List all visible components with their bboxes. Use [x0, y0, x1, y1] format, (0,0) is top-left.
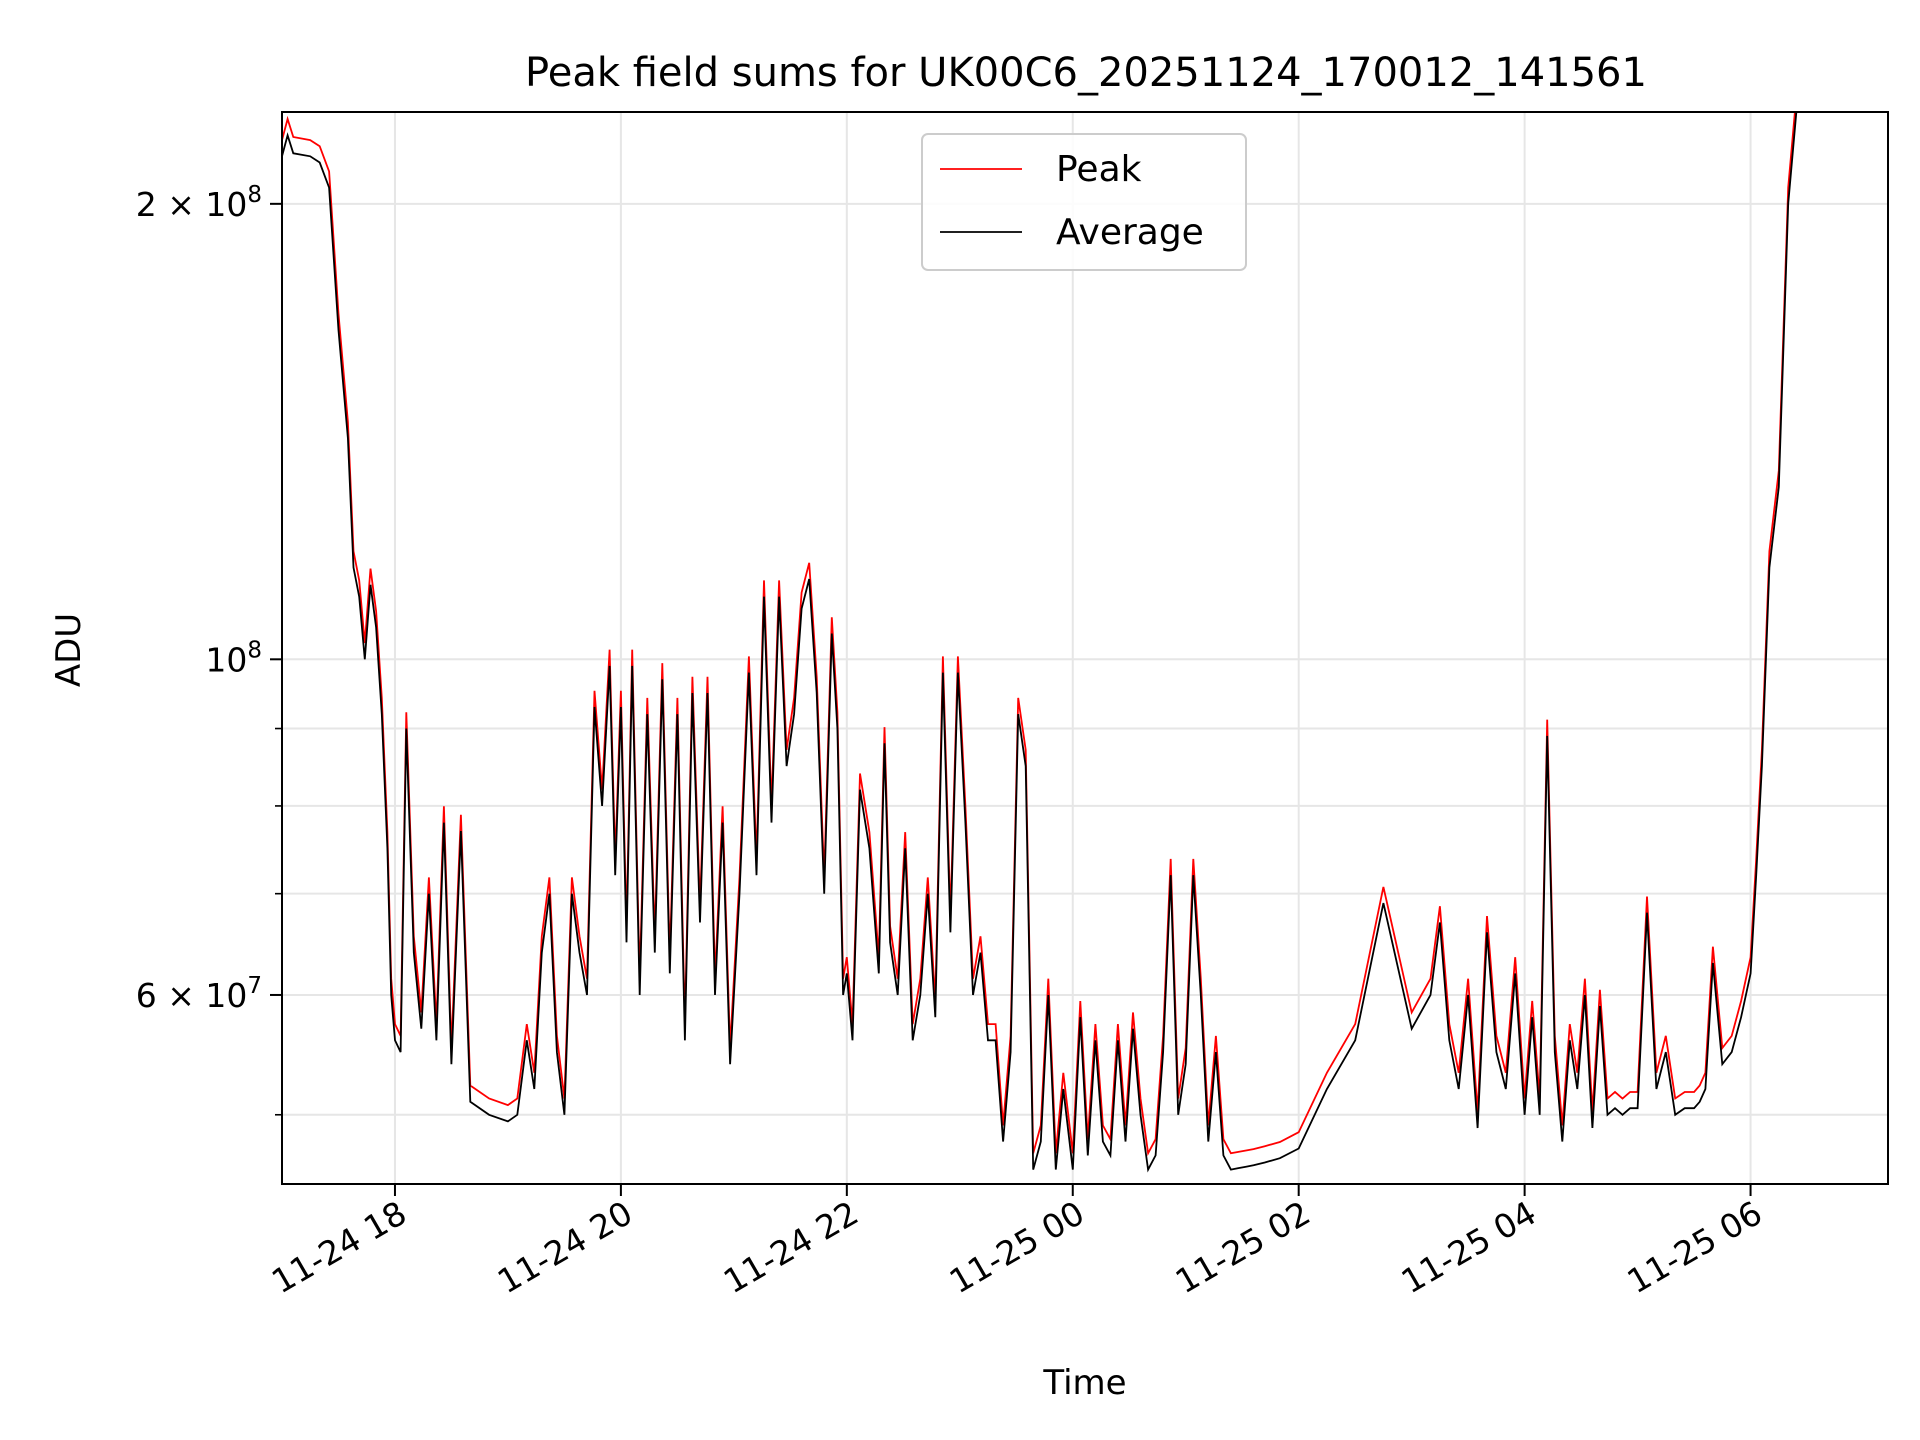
plot-frame	[281, 111, 1889, 1185]
y-axis-label: ADU	[49, 613, 89, 687]
y-tick-label: 6 × 107	[136, 973, 262, 1015]
chart-title: Peak field sums for UK00C6_20251124_1700…	[525, 50, 1647, 96]
series-average-line	[282, 112, 1798, 1173]
legend-label-peak: Peak	[1056, 149, 1142, 190]
x-tick-label: 11-25 06	[1621, 1193, 1769, 1301]
y-tick-label: 2 × 108	[136, 182, 262, 224]
x-tick-label: 11-25 04	[1395, 1193, 1543, 1301]
x-tick-label: 11-24 18	[265, 1193, 413, 1301]
x-tick-label: 11-24 20	[491, 1193, 639, 1301]
x-tick-label: 11-24 22	[717, 1193, 865, 1301]
legend-label-average: Average	[1056, 212, 1204, 253]
x-axis-label: Time	[1042, 1363, 1126, 1403]
legend: Peak Average	[921, 133, 1247, 271]
x-tick-label: 11-25 02	[1169, 1193, 1317, 1301]
grid	[282, 112, 1888, 1184]
y-tick-label: 108	[205, 637, 262, 679]
legend-box	[921, 133, 1247, 271]
x-tick-label: 11-25 00	[943, 1193, 1091, 1301]
